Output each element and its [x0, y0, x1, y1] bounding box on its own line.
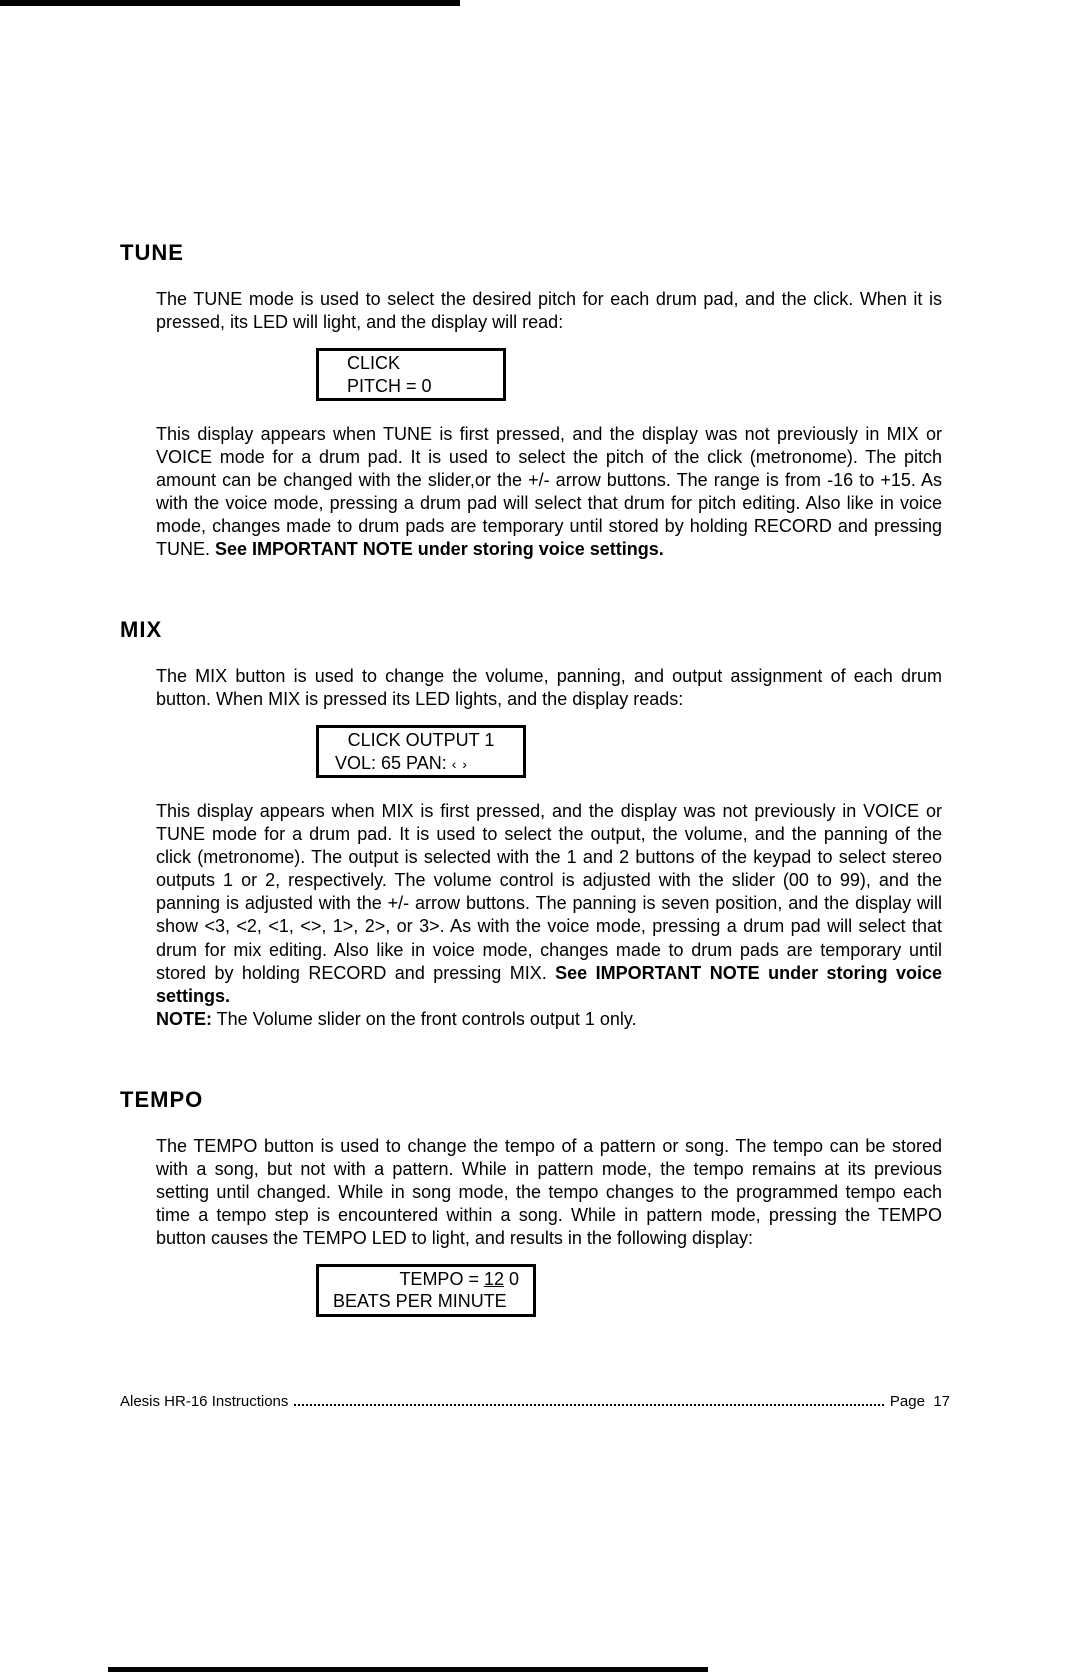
tempo-display-line1-underlined: 12: [484, 1269, 504, 1289]
mix-display-wrap: CLICK OUTPUT 1 VOL: 65 PAN: ‹ ›: [156, 725, 942, 778]
tempo-display-line1: TEMPO = 12 0: [329, 1268, 523, 1291]
tempo-display-box: TEMPO = 12 0 BEATS PER MINUTE: [316, 1264, 536, 1317]
mix-intro: The MIX button is used to change the vol…: [156, 665, 942, 711]
mix-display-line1: CLICK OUTPUT 1: [329, 729, 513, 752]
tune-display-wrap: CLICK PITCH = 0: [156, 348, 942, 401]
footer-dots: [294, 1404, 884, 1406]
mix-display-line2-arrows: ‹ ›: [452, 756, 468, 772]
tune-body-para: This display appears when TUNE is first …: [156, 423, 942, 561]
tune-intro: The TUNE mode is used to select the desi…: [156, 288, 942, 334]
scan-artifact-top: [0, 0, 460, 6]
scan-artifact-bottom: [108, 1667, 708, 1672]
tempo-display-line1-prefix: TEMPO =: [399, 1269, 484, 1289]
mix-body: The MIX button is used to change the vol…: [156, 665, 942, 1030]
footer-page-number: 17: [933, 1393, 950, 1410]
mix-note-label: NOTE:: [156, 1009, 212, 1029]
tune-display-box: CLICK PITCH = 0: [316, 348, 506, 401]
section-tune: TUNE The TUNE mode is used to select the…: [120, 240, 950, 561]
gap-2: [120, 1031, 950, 1087]
mix-body-para: This display appears when MIX is first p…: [156, 800, 942, 1030]
footer-page-label: Page: [890, 1393, 925, 1410]
mix-body-text: This display appears when MIX is first p…: [156, 801, 942, 982]
heading-mix: MIX: [120, 617, 950, 643]
tempo-intro: The TEMPO button is used to change the t…: [156, 1135, 942, 1250]
gap-1: [120, 561, 950, 617]
tempo-body: The TEMPO button is used to change the t…: [156, 1135, 942, 1317]
mix-display-line2: VOL: 65 PAN: ‹ ›: [329, 752, 513, 775]
heading-tune: TUNE: [120, 240, 950, 266]
page-footer: Alesis HR-16 Instructions Page 17: [120, 1393, 950, 1410]
tempo-display-wrap: TEMPO = 12 0 BEATS PER MINUTE: [156, 1264, 942, 1317]
page-content: TUNE The TUNE mode is used to select the…: [120, 240, 950, 1339]
tune-body: The TUNE mode is used to select the desi…: [156, 288, 942, 561]
tempo-display-line1-suffix: 0: [504, 1269, 519, 1289]
footer-page: Page 17: [890, 1393, 950, 1410]
tune-body-bold: See IMPORTANT NOTE under storing voice s…: [215, 539, 664, 559]
tune-display-line1: CLICK: [347, 352, 493, 375]
section-tempo: TEMPO The TEMPO button is used to change…: [120, 1087, 950, 1317]
heading-tempo: TEMPO: [120, 1087, 950, 1113]
section-mix: MIX The MIX button is used to change the…: [120, 617, 950, 1030]
footer-title: Alesis HR-16 Instructions: [120, 1393, 288, 1410]
mix-note-text: The Volume slider on the front controls …: [212, 1009, 637, 1029]
tempo-display-line2: BEATS PER MINUTE: [329, 1290, 523, 1313]
mix-display-box: CLICK OUTPUT 1 VOL: 65 PAN: ‹ ›: [316, 725, 526, 778]
mix-display-line2-prefix: VOL: 65 PAN:: [335, 753, 452, 773]
tune-display-line2: PITCH = 0: [347, 375, 493, 398]
